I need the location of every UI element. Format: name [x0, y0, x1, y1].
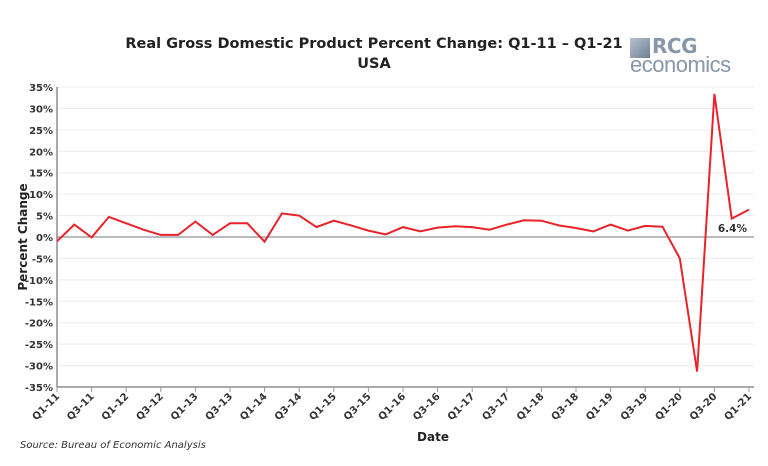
x-tick-label: Q1-16 — [377, 391, 409, 423]
source-note: Source: Bureau of Economic Analysis — [20, 440, 206, 451]
x-tick-label: Q1-12 — [100, 391, 132, 423]
x-tick-label: Q3-16 — [411, 391, 443, 423]
x-tick-label: Q1-17 — [446, 391, 478, 423]
chart-subtitle: USA — [357, 56, 391, 72]
y-tick-label: -15% — [25, 297, 53, 308]
x-tick-label: Q1-18 — [515, 391, 547, 423]
y-tick-label: -20% — [25, 319, 53, 330]
y-tick-label: 35% — [29, 83, 53, 94]
x-tick-label: Q3-15 — [342, 391, 374, 423]
data-label: 6.4% — [718, 223, 748, 235]
x-tick-label: Q3-11 — [65, 391, 97, 423]
y-tick-label: 0% — [36, 233, 53, 244]
y-tick-label: -25% — [25, 340, 53, 351]
x-tick-label: Q3-18 — [550, 391, 582, 423]
logo-text-top: RCG — [652, 34, 698, 58]
y-tick-label: 5% — [36, 212, 53, 223]
y-tick-label: -35% — [25, 383, 53, 394]
y-tick-label: 30% — [29, 104, 53, 115]
x-tick-label: Q1-11 — [31, 391, 63, 423]
logo-text-bottom: economics — [630, 52, 731, 77]
y-tick-label: 25% — [29, 126, 53, 137]
y-tick-label: -5% — [32, 254, 53, 265]
y-tick-label: -30% — [25, 362, 53, 373]
x-tick-label: Q1-14 — [238, 391, 270, 423]
x-tick-label: Q1-21 — [723, 391, 755, 423]
x-tick-label: Q3-13 — [204, 391, 236, 423]
x-tick-label: Q3-14 — [273, 391, 305, 423]
y-tick-label: -10% — [25, 276, 53, 287]
x-tick-label: Q1-19 — [584, 391, 616, 423]
x-tick-label: Q1-20 — [653, 391, 685, 423]
x-tick-label: Q3-20 — [688, 391, 720, 423]
x-tick-label: Q1-13 — [169, 391, 201, 423]
series-line — [56, 93, 750, 372]
y-tick-label: 20% — [29, 147, 53, 158]
x-axis-label: Date — [417, 430, 449, 444]
x-tick-label: Q1-15 — [307, 391, 339, 423]
y-tick-label: 10% — [29, 190, 53, 201]
logo-mark-icon — [630, 38, 650, 58]
x-tick-label: Q3-17 — [480, 391, 512, 423]
x-tick-label: Q3-12 — [134, 391, 166, 423]
rcg-economics-logo: RCG economics — [630, 34, 750, 78]
y-tick-label: 15% — [29, 169, 53, 180]
x-tick-label: Q3-19 — [619, 391, 651, 423]
chart-title: Real Gross Domestic Product Percent Chan… — [125, 36, 623, 52]
y-axis-label: Percent Change — [16, 183, 30, 290]
